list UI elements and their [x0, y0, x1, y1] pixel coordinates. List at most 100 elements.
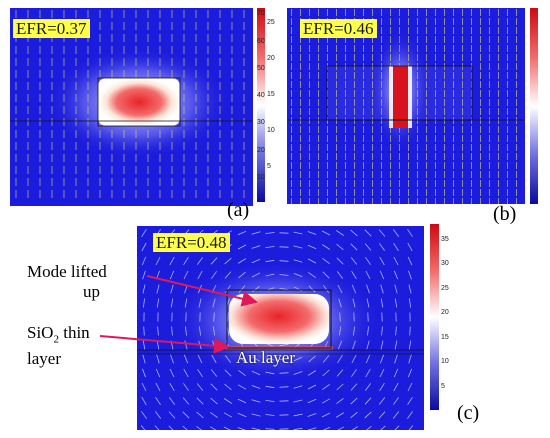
field-vector: [142, 284, 146, 294]
au-layer-label: Au layer: [236, 348, 296, 367]
field-vector: [196, 383, 204, 391]
field-vector: [365, 257, 371, 265]
field-vector: [336, 257, 344, 265]
field-vector: [380, 298, 384, 308]
field-vector: [141, 382, 147, 392]
colorbar-tick: 25: [441, 284, 449, 292]
field-map-b: [287, 8, 525, 204]
field-map-a: [10, 8, 253, 206]
field-vector: [196, 397, 204, 405]
field-vector: [308, 285, 316, 293]
field-vector: [251, 427, 261, 430]
field-vector: [408, 284, 412, 294]
field-vector: [352, 298, 356, 308]
colorbar-c: [430, 224, 439, 410]
field-vector: [393, 256, 399, 266]
field-vector: [364, 243, 372, 251]
field-vector: [141, 256, 147, 266]
field-vector: [279, 358, 289, 360]
field-vector: [394, 284, 398, 294]
field-vector: [321, 230, 331, 236]
field-vector: [223, 398, 233, 404]
field-vector: [407, 411, 413, 419]
panel-c: EFR=0.48 35 30 25 20 15 10 5 (c) Mode lifted u…: [0, 222, 550, 438]
efr-label-b: EFR=0.46: [300, 19, 377, 38]
field-vector: [378, 411, 386, 419]
field-vector: [293, 273, 303, 277]
field-vector: [140, 425, 146, 430]
field-vector: [142, 270, 146, 280]
field-vector: [380, 340, 384, 350]
field-vector: [407, 382, 413, 392]
field-vector: [365, 354, 371, 364]
field-vector: [408, 340, 412, 350]
field-vector: [307, 413, 317, 417]
field-vector: [335, 412, 345, 418]
field-vector: [265, 246, 275, 248]
field-vector: [251, 413, 261, 417]
colorbar-tick: 60: [257, 37, 265, 45]
field-vector: [293, 427, 303, 430]
field-vector: [393, 368, 399, 378]
field-vector: [339, 312, 341, 322]
field-vector: [393, 397, 399, 405]
field-vector: [408, 425, 414, 430]
field-vector: [379, 270, 385, 280]
field-vector: [156, 354, 160, 364]
field-vector: [337, 426, 345, 430]
field-vector: [154, 425, 160, 430]
field-vector: [238, 369, 246, 377]
field-vector: [393, 382, 399, 392]
field-vector: [265, 259, 275, 263]
field-vector: [199, 326, 201, 336]
field-vector: [337, 354, 343, 364]
field-vector: [307, 384, 317, 390]
field-vector: [367, 326, 369, 336]
field-vector: [336, 397, 344, 405]
field-vector: [183, 354, 189, 364]
field-vector: [182, 397, 190, 405]
colorbar-tick: 5: [267, 163, 271, 171]
field-vector: [224, 383, 232, 391]
field-vector: [210, 383, 218, 391]
efr-label-a: EFR=0.37: [13, 19, 90, 38]
field-vector: [350, 411, 358, 419]
field-vector: [212, 326, 216, 336]
field-vector: [394, 340, 398, 350]
field-vector: [322, 257, 330, 265]
field-vector: [338, 298, 342, 308]
field-vector: [322, 355, 330, 363]
colorbar-tick: 20: [257, 146, 265, 154]
field-vector: [350, 243, 358, 251]
field-vector: [143, 298, 145, 308]
field-vector: [378, 229, 386, 237]
field-vector: [265, 400, 275, 402]
field-vector: [265, 385, 275, 389]
field-vector: [407, 396, 413, 406]
field-vector: [380, 284, 384, 294]
field-vector: [366, 425, 372, 430]
field-vector: [293, 371, 303, 375]
field-vector: [293, 356, 303, 362]
field-vector: [237, 412, 247, 418]
field-vector: [408, 354, 412, 364]
field-vector: [394, 425, 400, 430]
field-vector: [321, 244, 331, 250]
field-vector: [182, 425, 188, 430]
field-vector: [336, 243, 344, 251]
field-vector: [308, 355, 316, 363]
field-vector: [408, 270, 412, 280]
field-vector: [350, 383, 358, 391]
field-vector: [227, 312, 229, 322]
field-vector: [169, 256, 175, 266]
field-vector: [337, 340, 343, 350]
field-vector: [157, 326, 159, 336]
colorbar-tick: 70: [257, 10, 265, 18]
field-vector: [237, 398, 247, 404]
field-vector: [143, 326, 145, 336]
field-vector: [251, 356, 261, 362]
panel-b: EFR=0.46 70 60 50 40 30 20 10 (b): [257, 0, 550, 225]
colorbar-b: [530, 8, 538, 204]
field-vector: [322, 271, 330, 279]
field-vector: [379, 382, 385, 392]
